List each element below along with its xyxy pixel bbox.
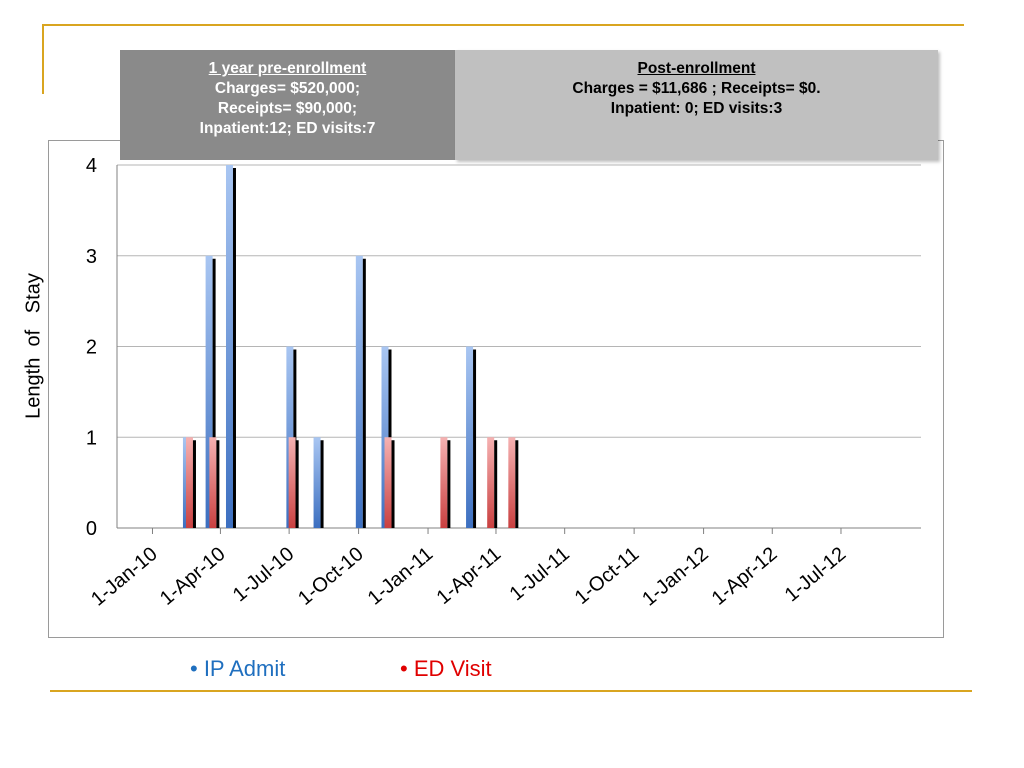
bar-shadow (192, 440, 196, 528)
bar-shadow (473, 349, 477, 528)
legend-ed-visit: • ED Visit (400, 656, 492, 681)
ip-admit-bar (355, 255, 363, 528)
pre-enrollment-visits: Inpatient:12; ED visits:7 (199, 120, 376, 137)
bar-shadow (447, 440, 451, 528)
bar-shadow (515, 440, 519, 528)
ip-admit-bar (205, 255, 213, 528)
pre-enrollment-panel: 1 year pre-enrollment Charges= $520,000;… (120, 50, 455, 160)
x-tick-label: 1-Jul-11 (506, 543, 574, 605)
ip-admit-bar (225, 165, 233, 528)
ed-visit-bar (440, 437, 448, 528)
y-tick-label: 3 (86, 246, 97, 268)
bar-shadow (494, 440, 498, 528)
x-tick-label: 1-Apr-10 (156, 543, 230, 610)
x-tick-label: 1-Oct-11 (571, 543, 644, 609)
y-tick-label: 2 (86, 337, 97, 359)
post-enrollment-panel: Post-enrollment Charges = $11,686 ; Rece… (455, 50, 938, 160)
post-enrollment-charges: Charges = $11,686 ; Receipts= $0. (572, 80, 821, 97)
bar-shadow (362, 258, 366, 528)
pre-enrollment-charges: Charges= $520,000; (214, 80, 361, 97)
x-tick-label: 1-Apr-12 (708, 543, 782, 610)
bar-shadow (295, 440, 299, 528)
post-enrollment-title: Post-enrollment (637, 60, 756, 77)
x-tick-label: 1-Jan-11 (364, 543, 437, 610)
bar-shadow (232, 168, 236, 528)
bar-shadow (216, 440, 220, 528)
x-tick-label: 1-Jul-10 (229, 543, 299, 606)
ed-visit-bar (384, 437, 392, 528)
x-tick-label: 1-Jul-12 (781, 543, 851, 606)
x-tick-label: 1-Jan-12 (638, 543, 713, 611)
pre-enrollment-receipts: Receipts= $90,000; (217, 100, 358, 117)
y-tick-label: 4 (86, 155, 97, 177)
bar-shadow (391, 440, 395, 528)
y-axis-label: Length of Stay (22, 272, 45, 419)
bottom-accent-line (50, 690, 972, 692)
bar-shadow (320, 440, 324, 528)
x-tick-label: 1-Apr-11 (433, 543, 506, 609)
pre-enrollment-title: 1 year pre-enrollment (208, 60, 367, 77)
ed-visit-bar (288, 437, 296, 528)
x-tick-label: 1-Jan-10 (87, 543, 162, 611)
ed-visit-bar (185, 437, 193, 528)
top-accent-line (44, 24, 964, 26)
ed-visit-bar (209, 437, 217, 528)
ed-visit-bar (508, 437, 516, 528)
y-tick-label: 0 (86, 518, 97, 540)
bar-shadow (212, 258, 216, 528)
left-accent-line (42, 24, 44, 94)
ip-admit-bar (313, 437, 321, 528)
chart-area: 0 1 2 3 4 1-Jan-10 1-Apr-10 1-Jul-10 1-Oct-10 1-J… (48, 140, 944, 638)
ip-admit-bar (466, 346, 474, 528)
ed-visit-bar (487, 437, 495, 528)
y-tick-label: 1 (86, 427, 97, 449)
legend-ip-admit: • IP Admit (190, 656, 286, 681)
post-enrollment-visits: Inpatient: 0; ED visits:3 (610, 100, 783, 117)
x-tick-label: 1-Oct-10 (294, 543, 368, 610)
